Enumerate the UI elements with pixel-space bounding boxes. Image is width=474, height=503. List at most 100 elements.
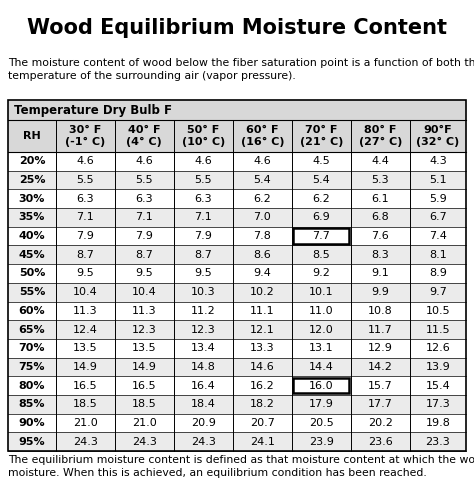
Text: 7.9: 7.9: [76, 231, 94, 241]
Text: 14.8: 14.8: [191, 362, 216, 372]
Bar: [8, 189, 466, 208]
Text: 6.1: 6.1: [372, 194, 389, 204]
Text: 12.1: 12.1: [250, 324, 274, 334]
Text: 18.2: 18.2: [250, 399, 275, 409]
Bar: [8, 376, 466, 395]
Text: 12.3: 12.3: [132, 324, 156, 334]
Text: 6.3: 6.3: [194, 194, 212, 204]
Bar: [8, 264, 466, 283]
Text: 80° F
(27° C): 80° F (27° C): [359, 125, 402, 147]
Text: 19.8: 19.8: [426, 418, 450, 428]
Bar: [8, 152, 466, 171]
Bar: [8, 227, 466, 245]
Bar: [8, 413, 466, 432]
Bar: [8, 171, 466, 189]
Text: 4.6: 4.6: [254, 156, 271, 166]
Text: 80%: 80%: [18, 381, 45, 391]
Text: 5.5: 5.5: [76, 175, 94, 185]
Text: 9.9: 9.9: [371, 287, 389, 297]
Bar: [8, 395, 466, 413]
Text: 13.3: 13.3: [250, 343, 274, 353]
Text: 7.0: 7.0: [254, 212, 271, 222]
Bar: [8, 100, 466, 120]
Text: 16.5: 16.5: [132, 381, 156, 391]
Bar: [8, 283, 466, 301]
Text: 24.1: 24.1: [250, 437, 275, 447]
Text: 70° F
(21° C): 70° F (21° C): [300, 125, 343, 147]
Text: 8.6: 8.6: [254, 250, 271, 260]
Text: 9.5: 9.5: [136, 269, 153, 279]
Text: 4.6: 4.6: [76, 156, 94, 166]
Text: 15.7: 15.7: [368, 381, 392, 391]
Text: 8.7: 8.7: [76, 250, 94, 260]
Text: 10.5: 10.5: [426, 306, 450, 316]
Text: 4.4: 4.4: [371, 156, 389, 166]
Text: 8.1: 8.1: [429, 250, 447, 260]
Text: 7.9: 7.9: [136, 231, 153, 241]
Text: 14.9: 14.9: [132, 362, 157, 372]
Text: 90%: 90%: [18, 418, 45, 428]
Text: 5.4: 5.4: [254, 175, 271, 185]
Text: 15.4: 15.4: [426, 381, 450, 391]
Text: 17.3: 17.3: [426, 399, 450, 409]
Text: 4.5: 4.5: [312, 156, 330, 166]
Text: 13.4: 13.4: [191, 343, 216, 353]
Text: 8.7: 8.7: [194, 250, 212, 260]
Text: 4.3: 4.3: [429, 156, 447, 166]
Text: 60%: 60%: [18, 306, 45, 316]
Text: 7.4: 7.4: [429, 231, 447, 241]
Bar: [8, 301, 466, 320]
Text: 18.5: 18.5: [132, 399, 156, 409]
Text: 12.6: 12.6: [426, 343, 450, 353]
Text: 20%: 20%: [18, 156, 45, 166]
Text: 7.1: 7.1: [76, 212, 94, 222]
Text: 40° F
(4° C): 40° F (4° C): [127, 125, 162, 147]
Text: 10.4: 10.4: [132, 287, 156, 297]
Text: 23.6: 23.6: [368, 437, 392, 447]
Text: 9.2: 9.2: [312, 269, 330, 279]
Text: 10.3: 10.3: [191, 287, 216, 297]
Text: 11.3: 11.3: [132, 306, 156, 316]
Text: 23.3: 23.3: [426, 437, 450, 447]
Text: The equilibrium moisture content is defined as that moisture content at which th: The equilibrium moisture content is defi…: [8, 455, 474, 478]
Text: Wood Equilibrium Moisture Content: Wood Equilibrium Moisture Content: [27, 18, 447, 38]
Bar: [8, 100, 466, 451]
Text: 45%: 45%: [18, 250, 45, 260]
Text: 60° F
(16° C): 60° F (16° C): [240, 125, 284, 147]
Text: 21.0: 21.0: [73, 418, 98, 428]
Text: 6.3: 6.3: [76, 194, 94, 204]
Text: 4.6: 4.6: [136, 156, 153, 166]
Bar: [8, 245, 466, 264]
Text: The moisture content of wood below the fiber saturation point is a function of b: The moisture content of wood below the f…: [8, 58, 474, 81]
Text: 11.0: 11.0: [309, 306, 334, 316]
Text: 4.6: 4.6: [194, 156, 212, 166]
Text: 17.9: 17.9: [309, 399, 334, 409]
Bar: [8, 339, 466, 358]
Bar: [8, 358, 466, 376]
Text: 11.7: 11.7: [368, 324, 392, 334]
Text: 16.0: 16.0: [309, 381, 334, 391]
Text: 12.9: 12.9: [368, 343, 393, 353]
Text: 11.1: 11.1: [250, 306, 274, 316]
Text: 9.5: 9.5: [194, 269, 212, 279]
Text: 14.2: 14.2: [368, 362, 393, 372]
Text: 7.9: 7.9: [194, 231, 212, 241]
Text: 6.2: 6.2: [254, 194, 271, 204]
Text: 8.7: 8.7: [136, 250, 153, 260]
Text: 16.2: 16.2: [250, 381, 274, 391]
Text: 9.1: 9.1: [372, 269, 389, 279]
Text: 6.7: 6.7: [429, 212, 447, 222]
Bar: [8, 208, 466, 227]
Text: 23.9: 23.9: [309, 437, 334, 447]
Text: 6.9: 6.9: [312, 212, 330, 222]
Text: 40%: 40%: [18, 231, 45, 241]
Text: 12.3: 12.3: [191, 324, 216, 334]
Text: 16.5: 16.5: [73, 381, 98, 391]
Text: 35%: 35%: [18, 212, 45, 222]
Text: 10.8: 10.8: [368, 306, 392, 316]
Text: 11.3: 11.3: [73, 306, 98, 316]
Text: 21.0: 21.0: [132, 418, 156, 428]
Text: 20.9: 20.9: [191, 418, 216, 428]
Text: 5.5: 5.5: [136, 175, 153, 185]
Text: 50%: 50%: [18, 269, 45, 279]
